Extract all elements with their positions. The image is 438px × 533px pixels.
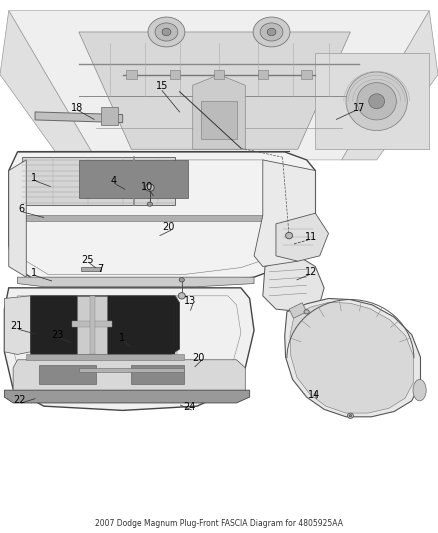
Text: 4: 4 <box>111 176 117 186</box>
Polygon shape <box>9 152 315 285</box>
Ellipse shape <box>346 72 407 131</box>
Polygon shape <box>13 360 245 401</box>
Polygon shape <box>31 296 77 354</box>
Ellipse shape <box>155 23 178 41</box>
Text: 25: 25 <box>81 255 94 265</box>
Polygon shape <box>131 365 184 384</box>
Polygon shape <box>107 296 175 354</box>
Polygon shape <box>101 107 118 125</box>
Ellipse shape <box>145 184 154 191</box>
Ellipse shape <box>147 202 152 206</box>
Bar <box>79 160 188 198</box>
Text: 22: 22 <box>13 395 25 405</box>
Polygon shape <box>22 157 175 205</box>
Ellipse shape <box>349 415 352 417</box>
Text: 1: 1 <box>119 334 125 343</box>
Polygon shape <box>79 32 350 149</box>
Text: 10: 10 <box>141 182 153 191</box>
Text: 7: 7 <box>97 264 103 274</box>
Polygon shape <box>31 296 180 354</box>
Text: 11: 11 <box>305 232 317 241</box>
Ellipse shape <box>178 293 185 299</box>
Ellipse shape <box>162 28 171 36</box>
Bar <box>170 70 180 79</box>
Polygon shape <box>79 368 184 372</box>
Text: 15: 15 <box>156 82 168 91</box>
Polygon shape <box>342 11 438 160</box>
Polygon shape <box>35 112 123 123</box>
Ellipse shape <box>253 17 290 47</box>
Polygon shape <box>193 75 245 149</box>
Polygon shape <box>263 256 324 312</box>
Text: 14: 14 <box>308 391 320 400</box>
Polygon shape <box>315 53 429 149</box>
Polygon shape <box>4 390 250 403</box>
Ellipse shape <box>148 17 185 47</box>
Polygon shape <box>4 288 254 410</box>
Text: 17: 17 <box>353 103 365 112</box>
Polygon shape <box>254 160 315 266</box>
Ellipse shape <box>413 379 426 401</box>
Polygon shape <box>285 298 420 417</box>
Text: 18: 18 <box>71 103 83 112</box>
Polygon shape <box>18 277 254 287</box>
Bar <box>301 70 312 79</box>
Ellipse shape <box>286 232 293 239</box>
Ellipse shape <box>179 278 184 282</box>
Ellipse shape <box>347 413 353 418</box>
Polygon shape <box>26 354 184 360</box>
Ellipse shape <box>304 310 309 314</box>
Text: 20: 20 <box>162 222 175 232</box>
Ellipse shape <box>260 23 283 41</box>
Text: 24: 24 <box>183 402 195 411</box>
Polygon shape <box>9 11 429 160</box>
Bar <box>201 101 237 139</box>
Ellipse shape <box>369 94 385 109</box>
Polygon shape <box>0 11 96 160</box>
Polygon shape <box>90 296 95 354</box>
Bar <box>258 70 268 79</box>
Polygon shape <box>72 321 112 327</box>
Text: 2007 Dodge Magnum Plug-Front FASCIA Diagram for 4805925AA: 2007 Dodge Magnum Plug-Front FASCIA Diag… <box>95 519 343 528</box>
Text: 23: 23 <box>52 330 64 340</box>
Polygon shape <box>77 296 107 354</box>
Text: 6: 6 <box>18 204 24 214</box>
Polygon shape <box>81 266 101 271</box>
Text: 20: 20 <box>192 353 205 363</box>
Polygon shape <box>26 215 263 221</box>
Polygon shape <box>39 365 96 384</box>
Bar <box>126 70 137 79</box>
Text: 13: 13 <box>184 296 197 306</box>
Polygon shape <box>4 296 31 354</box>
Polygon shape <box>276 213 328 261</box>
Bar <box>214 70 224 79</box>
Polygon shape <box>9 160 26 277</box>
Polygon shape <box>289 303 307 318</box>
Text: 1: 1 <box>31 173 37 183</box>
Text: 12: 12 <box>305 267 317 277</box>
Text: 1: 1 <box>31 268 37 278</box>
Polygon shape <box>290 302 413 413</box>
Ellipse shape <box>357 83 396 120</box>
Ellipse shape <box>267 28 276 36</box>
Text: 21: 21 <box>11 321 23 331</box>
